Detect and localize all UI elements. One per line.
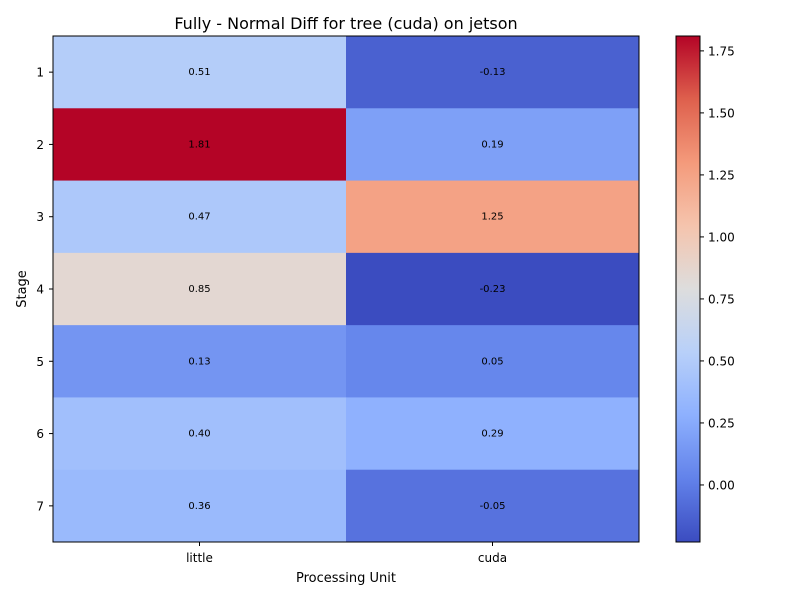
cell-value-label: 1.81 <box>188 139 210 150</box>
heatmap-cell <box>53 108 347 182</box>
y-tick-label: 4 <box>36 283 44 297</box>
heatmap-cell <box>346 397 640 471</box>
colorbar-tick-label: 1.75 <box>708 44 735 58</box>
x-axis-label: Processing Unit <box>296 571 396 586</box>
y-tick-label: 5 <box>36 355 44 369</box>
y-tick-label: 3 <box>36 210 44 224</box>
cell-value-label: 0.19 <box>481 139 503 150</box>
colorbar-tick-label: 1.50 <box>708 106 735 120</box>
cell-value-label: 0.05 <box>481 356 503 367</box>
cell-value-label: 0.40 <box>188 429 210 440</box>
cell-value-label: -0.13 <box>480 67 506 78</box>
cell-value-label: -0.23 <box>480 284 506 295</box>
cell-value-label: 1.25 <box>481 212 503 223</box>
x-tick-label: little <box>186 551 213 565</box>
heatmap-cell <box>346 180 640 254</box>
cell-value-label: 0.36 <box>188 501 210 512</box>
chart-title: Fully - Normal Diff for tree (cuda) on j… <box>174 14 517 33</box>
heatmap-cell <box>53 36 347 109</box>
cell-value-label: -0.05 <box>480 501 506 512</box>
colorbar-tick-label: 0.50 <box>708 354 735 368</box>
colorbar-tick-label: 0.25 <box>708 416 735 430</box>
heatmap-cell <box>53 469 347 543</box>
colorbar-tick-label: 1.00 <box>708 230 735 244</box>
colorbar <box>675 35 701 543</box>
cell-value-label: 0.47 <box>188 212 210 223</box>
x-tick-label: cuda <box>478 551 507 565</box>
y-tick-label: 1 <box>36 66 44 80</box>
y-tick-label: 6 <box>36 427 44 441</box>
y-axis: 1 2 3 4 5 6 7 <box>36 66 53 513</box>
heatmap-cells <box>53 36 640 543</box>
y-axis-label: Stage <box>15 270 30 308</box>
heatmap-value-labels: 0.51 -0.13 1.81 0.19 0.47 1.25 0.85 -0.23 0.13 0.… <box>188 67 505 512</box>
heatmap-cell <box>346 108 640 182</box>
cell-value-label: 0.85 <box>188 284 210 295</box>
colorbar-tick-label: 1.25 <box>708 168 735 182</box>
cell-value-label: 0.13 <box>188 356 210 367</box>
heatmap-cell <box>53 180 347 254</box>
heatmap-cell <box>346 252 640 326</box>
y-tick-label: 2 <box>36 138 44 152</box>
heatmap-cell <box>346 325 640 398</box>
heatmap-cell <box>346 36 640 109</box>
heatmap-cell <box>53 325 347 398</box>
x-axis: little cuda <box>186 542 507 565</box>
colorbar-ticks: 0.00 0.25 0.50 0.75 1.00 1.25 1.50 1.75 <box>700 44 735 492</box>
colorbar-tick-label: 0.00 <box>708 478 735 492</box>
cell-value-label: 0.51 <box>188 67 210 78</box>
heatmap-cell <box>346 469 640 543</box>
colorbar-tick-label: 0.75 <box>708 292 735 306</box>
heatmap-cell <box>53 252 347 326</box>
cell-value-label: 0.29 <box>481 429 503 440</box>
heatmap-cell <box>53 397 347 471</box>
y-tick-label: 7 <box>36 499 44 513</box>
